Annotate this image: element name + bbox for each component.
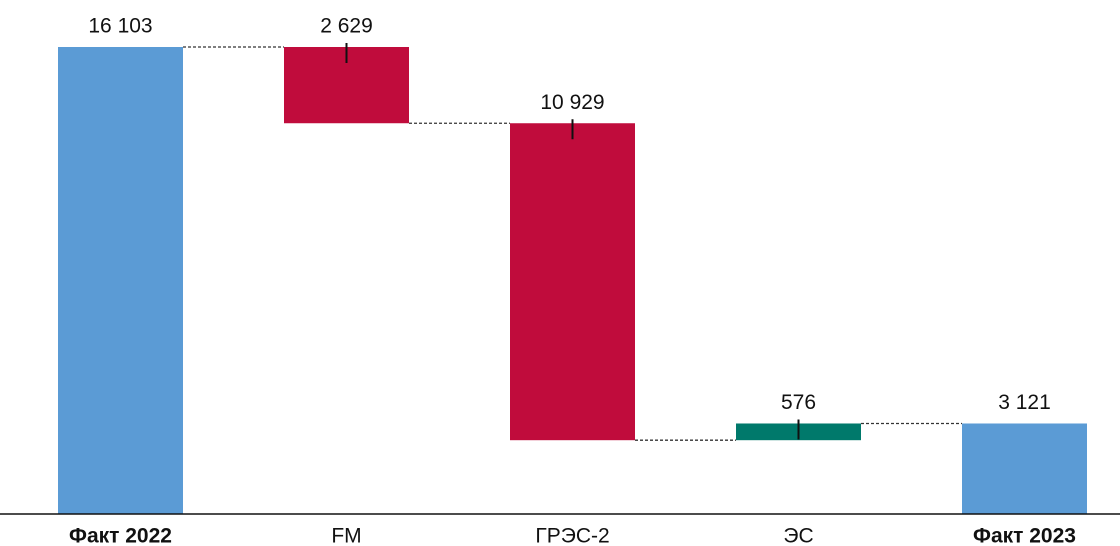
- value-label: 3 121: [998, 391, 1051, 414]
- bar: [962, 423, 1087, 514]
- x-tick-label: ЭС: [783, 525, 813, 546]
- x-tick-label: Факт 2022: [69, 525, 172, 546]
- x-tick-label: ГРЭС-2: [535, 525, 609, 546]
- value-label: 10 929: [540, 91, 604, 114]
- value-label: 576: [781, 391, 816, 414]
- x-tick-label: FM: [331, 525, 361, 546]
- value-label: 2 629: [320, 15, 373, 38]
- bar: [58, 47, 183, 514]
- x-tick-label: Факт 2023: [973, 525, 1076, 546]
- value-label: 16 103: [88, 15, 152, 38]
- bar: [510, 123, 635, 441]
